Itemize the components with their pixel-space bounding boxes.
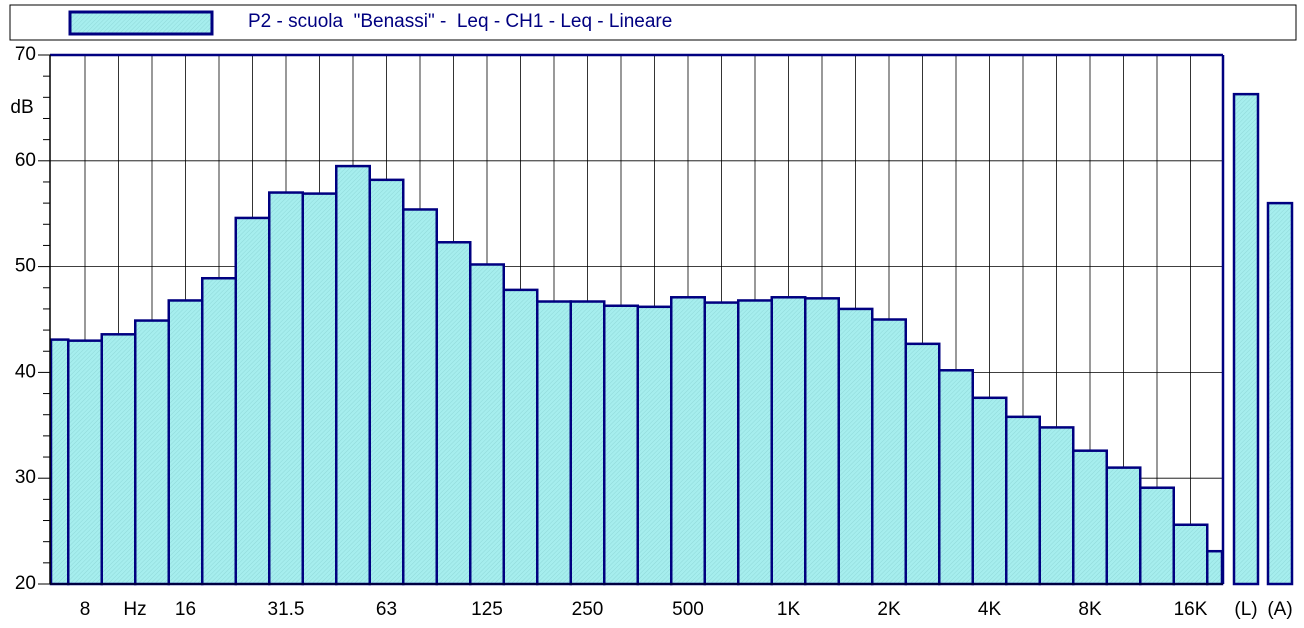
- bar: [904, 342, 941, 586]
- bar: [469, 263, 505, 586]
- bar: [100, 333, 137, 586]
- bar: [1105, 466, 1142, 586]
- bar: [670, 296, 706, 586]
- bar: [201, 276, 237, 586]
- x-tick-label: 250: [572, 599, 604, 620]
- bar: [703, 301, 740, 586]
- total-label: (A): [1267, 599, 1292, 620]
- y-tick-label: 30: [15, 467, 36, 488]
- bar: [1172, 523, 1209, 586]
- y-unit: dB: [10, 97, 33, 118]
- x-tick-label: 500: [672, 599, 704, 620]
- x-tick-label: 16: [175, 599, 196, 620]
- bar: [268, 191, 304, 586]
- bar: [737, 299, 773, 586]
- x-tick-label: 4K: [978, 599, 1002, 620]
- x-tick-label: 31.5: [268, 599, 305, 620]
- x-tick-label: 63: [376, 599, 397, 620]
- x-tick-label: 8: [80, 599, 91, 620]
- x-tick-label: 1K: [777, 599, 801, 620]
- bar: [134, 319, 170, 586]
- bar: [1266, 201, 1294, 586]
- bar: [569, 300, 606, 586]
- y-tick-label: 20: [15, 573, 36, 594]
- y-tick-label: 60: [15, 150, 36, 171]
- bar: [1139, 486, 1175, 586]
- bar: [167, 299, 204, 586]
- bar: [234, 216, 271, 586]
- bar: [1072, 449, 1108, 586]
- bar: [435, 241, 472, 586]
- y-tick-label: 50: [15, 256, 36, 277]
- bar: [871, 318, 907, 586]
- bar: [971, 396, 1008, 586]
- bar: [1206, 549, 1224, 586]
- bar: [1232, 92, 1260, 586]
- x-tick-label: 16K: [1174, 599, 1208, 620]
- bar: [301, 192, 338, 586]
- bar: [536, 300, 572, 586]
- legend-box: [9, 4, 1297, 41]
- bar: [502, 288, 539, 586]
- legend-label: P2 - scuola "Benassi" - Leq - CH1 - Leq …: [248, 11, 672, 32]
- bar: [837, 307, 874, 586]
- bar: [402, 208, 438, 586]
- y-tick-label: 40: [15, 361, 36, 382]
- bar: [938, 369, 974, 586]
- bar: [804, 297, 840, 586]
- bar: [1038, 426, 1075, 586]
- x-tick-label: 8K: [1078, 599, 1102, 620]
- x-unit: Hz: [123, 599, 146, 620]
- bar: [770, 296, 807, 586]
- legend-swatch: [68, 10, 214, 36]
- bar: [1005, 415, 1041, 586]
- bar: [335, 164, 371, 586]
- bar: [67, 339, 103, 586]
- bar: [636, 305, 673, 586]
- total-label: (L): [1234, 599, 1257, 620]
- x-tick-label: 2K: [877, 599, 901, 620]
- bar: [368, 178, 405, 586]
- y-tick-label: 70: [15, 44, 36, 65]
- x-tick-label: 125: [471, 599, 503, 620]
- bar: [49, 338, 70, 586]
- bar: [603, 304, 639, 586]
